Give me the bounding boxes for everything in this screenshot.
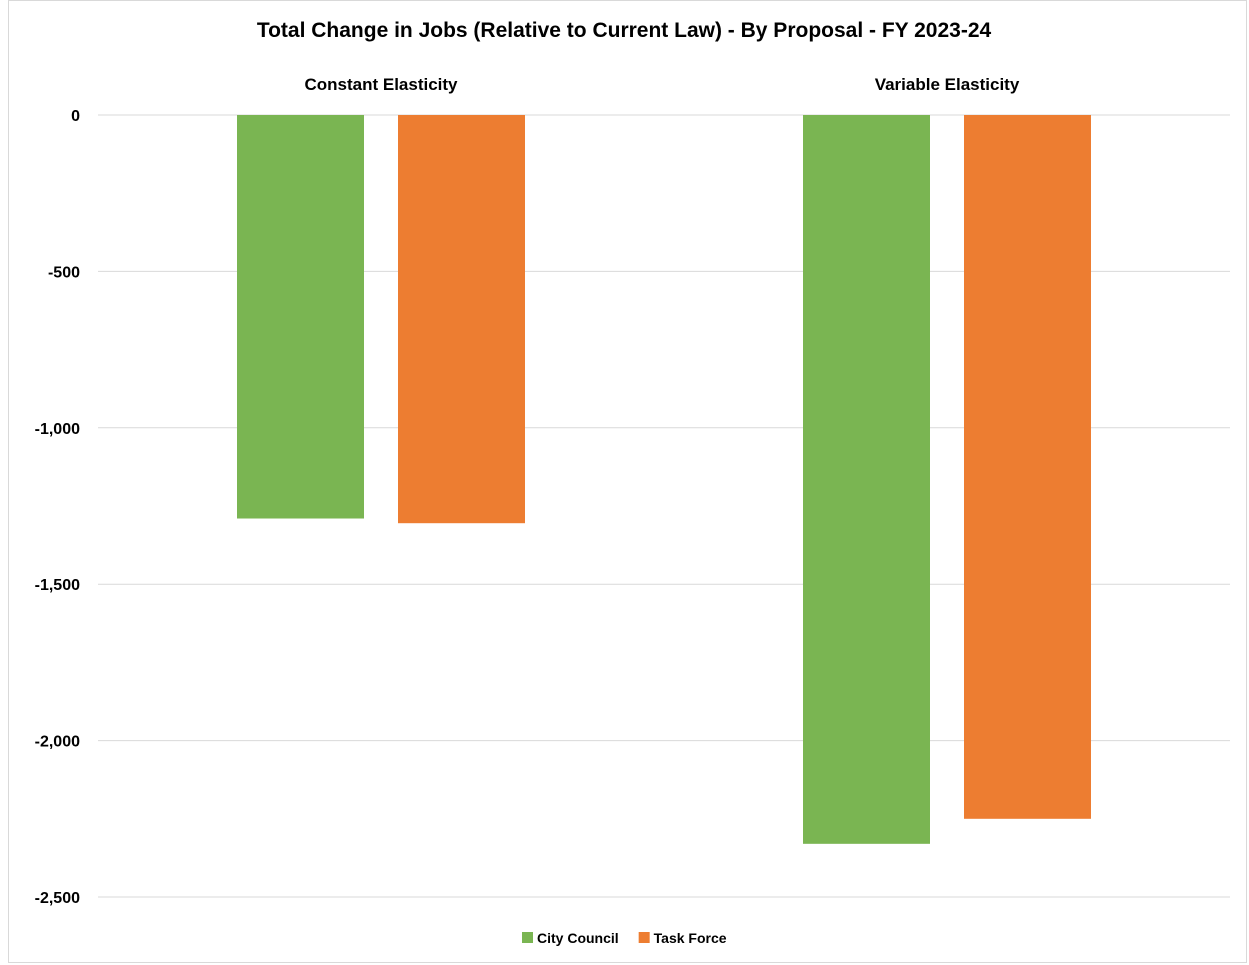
y-tick-label: -2,000 [35, 734, 80, 751]
category-label: Variable Elasticity [875, 75, 1020, 94]
category-labels: Constant Elasticity Variable Elasticity [304, 75, 1019, 94]
chart-title: Total Change in Jobs (Relative to Curren… [257, 19, 992, 42]
legend-swatch [638, 932, 650, 943]
bar-city-council [237, 115, 364, 519]
legend-label: City Council [537, 930, 619, 946]
legend-label: Task Force [654, 930, 727, 946]
bar-task-force [398, 115, 525, 524]
y-tick-label: -1,000 [35, 421, 80, 438]
y-tick-label: -1,500 [35, 577, 80, 594]
y-tick-label: -500 [48, 264, 80, 281]
y-tick-label: 0 [71, 108, 80, 125]
bar-city-council [803, 115, 930, 844]
category-label: Constant Elasticity [304, 75, 458, 94]
y-axis-ticks: 0 -500 -1,000 -1,500 -2,000 -2,500 [35, 108, 80, 907]
y-tick-label: -2,500 [35, 890, 80, 907]
legend: City Council Task Force [522, 930, 727, 946]
legend-swatch [522, 932, 533, 943]
bar-task-force [964, 115, 1091, 819]
bars [237, 115, 1091, 844]
